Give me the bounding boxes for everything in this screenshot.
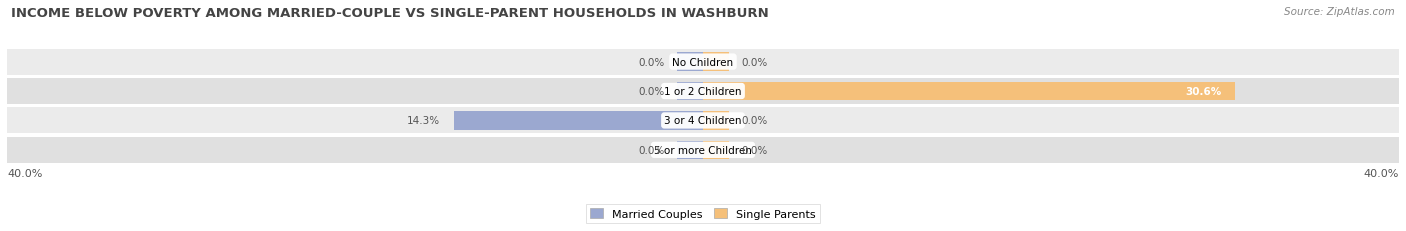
Text: INCOME BELOW POVERTY AMONG MARRIED-COUPLE VS SINGLE-PARENT HOUSEHOLDS IN WASHBUR: INCOME BELOW POVERTY AMONG MARRIED-COUPL… bbox=[11, 7, 769, 20]
Text: 14.3%: 14.3% bbox=[408, 116, 440, 126]
Text: 0.0%: 0.0% bbox=[638, 87, 665, 97]
Text: 5 or more Children: 5 or more Children bbox=[654, 145, 752, 155]
Text: 3 or 4 Children: 3 or 4 Children bbox=[664, 116, 742, 126]
Text: Source: ZipAtlas.com: Source: ZipAtlas.com bbox=[1284, 7, 1395, 17]
Bar bbox=[676, 82, 703, 101]
Text: 0.0%: 0.0% bbox=[741, 57, 768, 67]
Bar bbox=[454, 112, 703, 130]
Text: 1 or 2 Children: 1 or 2 Children bbox=[664, 87, 742, 97]
Text: 0.0%: 0.0% bbox=[741, 116, 768, 126]
Text: 0.0%: 0.0% bbox=[741, 145, 768, 155]
Text: No Children: No Children bbox=[672, 57, 734, 67]
Bar bbox=[703, 141, 730, 159]
Bar bbox=[703, 53, 730, 71]
Legend: Married Couples, Single Parents: Married Couples, Single Parents bbox=[586, 204, 820, 223]
Text: 0.0%: 0.0% bbox=[638, 145, 665, 155]
Bar bbox=[676, 141, 703, 159]
Text: 40.0%: 40.0% bbox=[7, 168, 42, 178]
Text: 30.6%: 30.6% bbox=[1185, 87, 1222, 97]
Bar bbox=[703, 82, 1236, 101]
Text: 40.0%: 40.0% bbox=[1364, 168, 1399, 178]
Bar bbox=[703, 112, 730, 130]
Bar bbox=[7, 49, 1399, 75]
Bar bbox=[7, 108, 1399, 134]
Bar bbox=[676, 53, 703, 71]
Bar bbox=[7, 137, 1399, 163]
Bar bbox=[7, 79, 1399, 104]
Text: 0.0%: 0.0% bbox=[638, 57, 665, 67]
